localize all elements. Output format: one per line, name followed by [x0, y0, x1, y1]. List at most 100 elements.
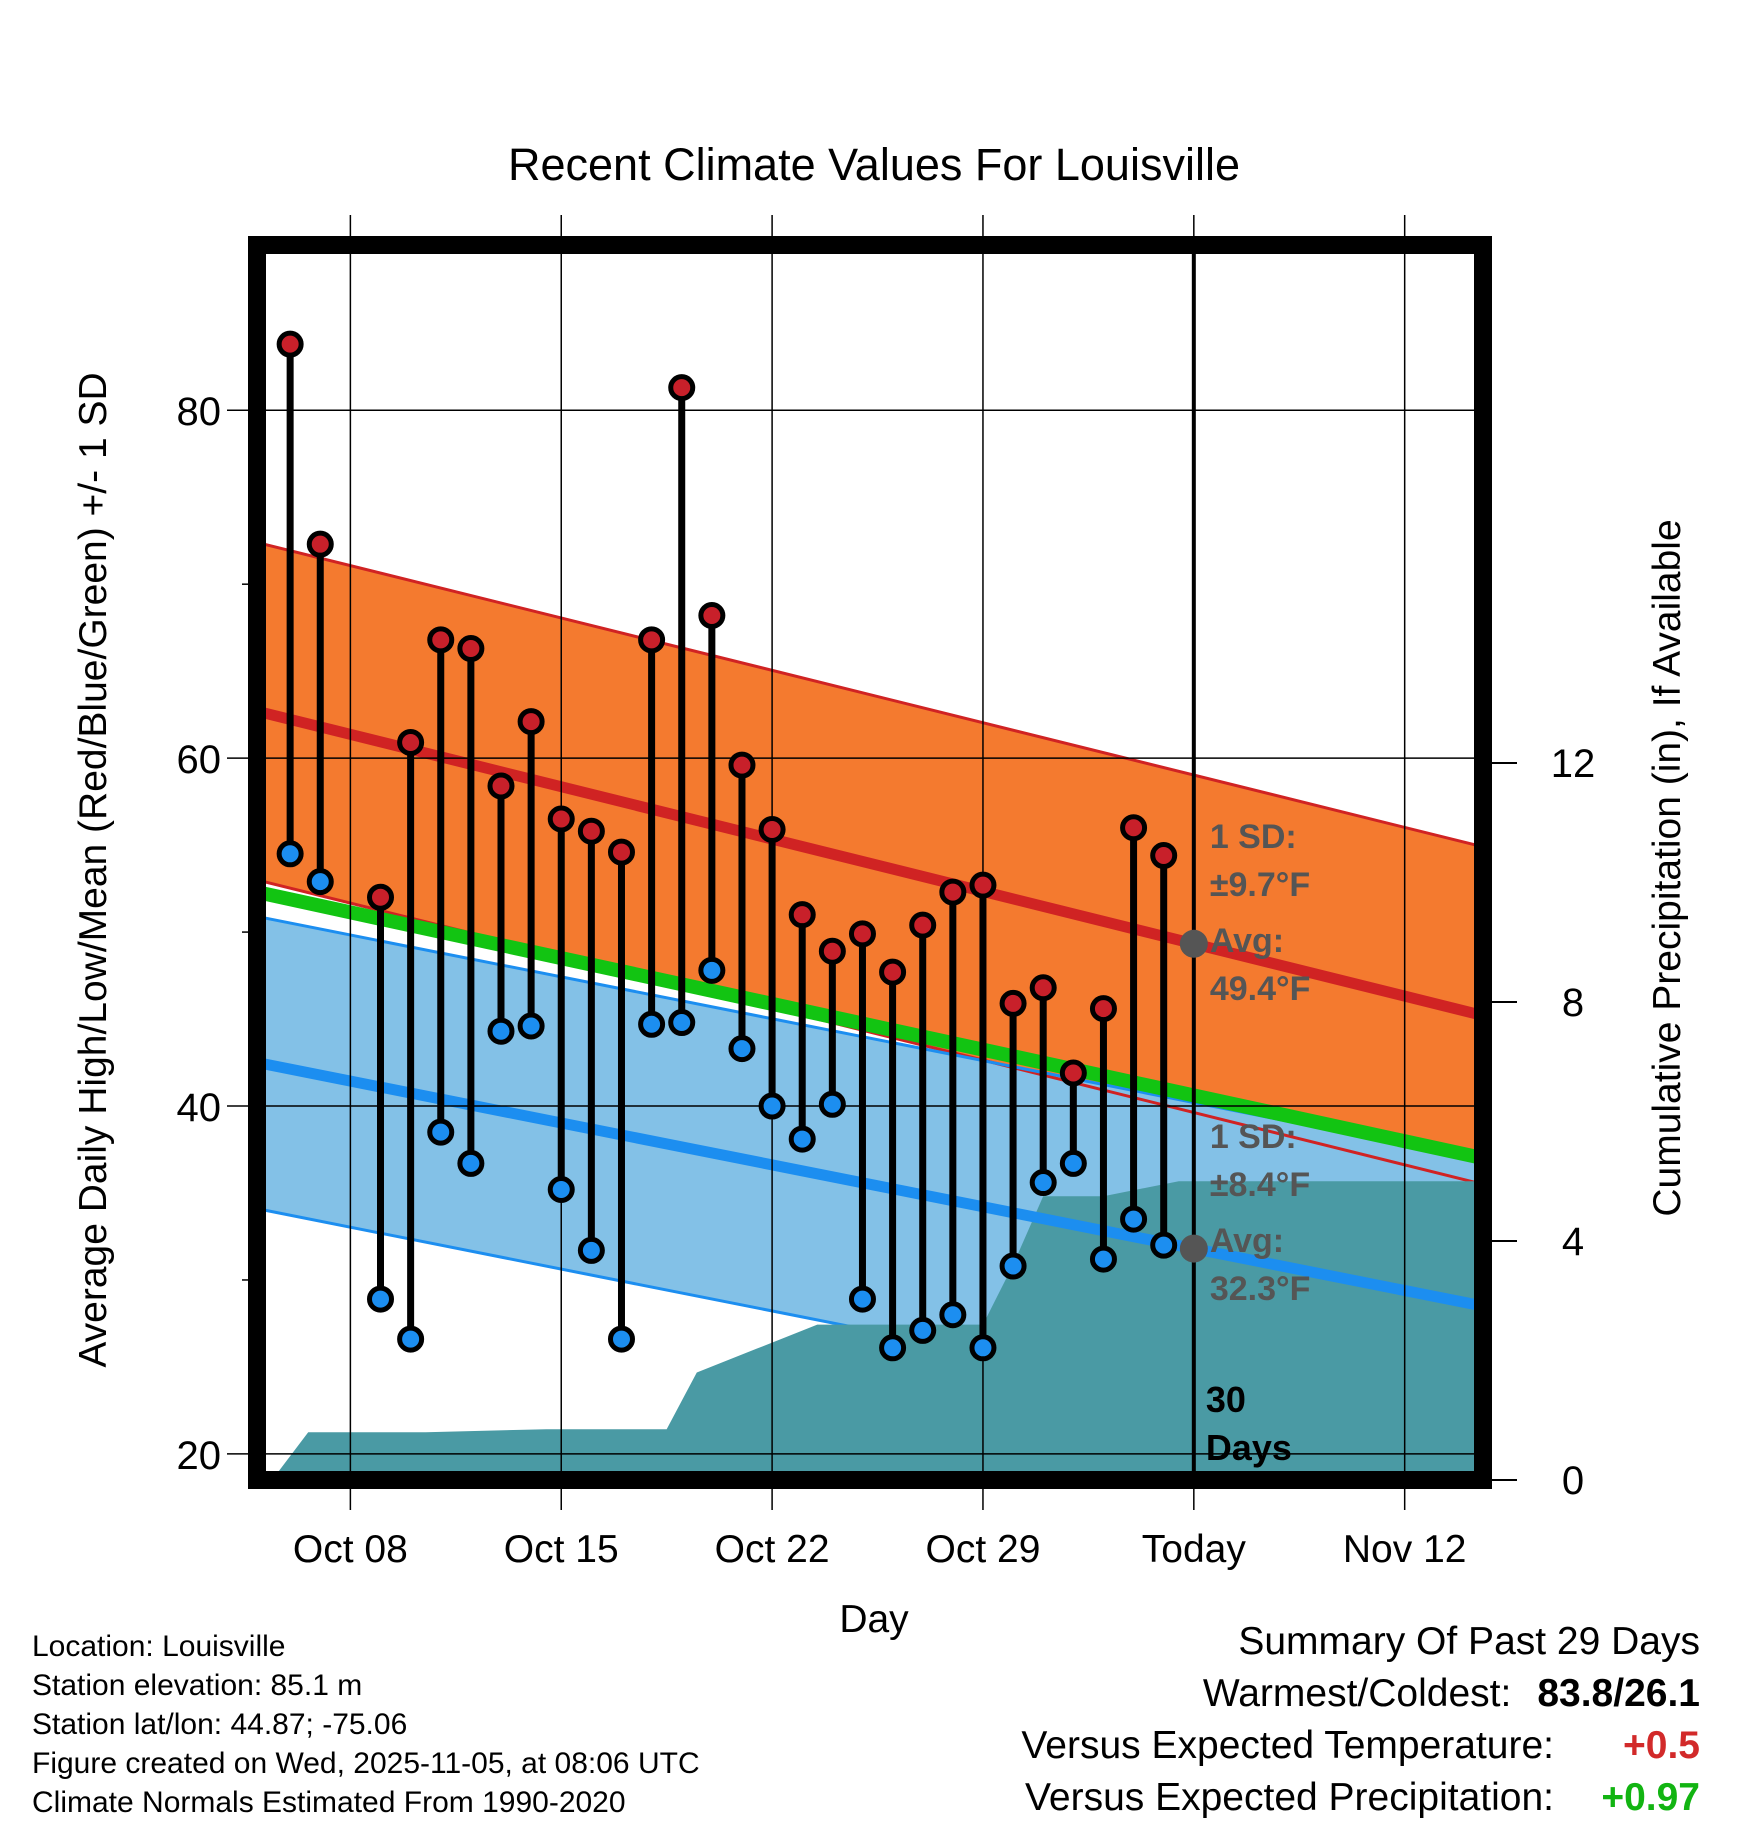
days-number: 30: [1206, 1379, 1246, 1420]
daily-low-point: [607, 1325, 635, 1353]
daily-high-point: [607, 838, 635, 866]
x-tick-label: Oct 15: [504, 1528, 619, 1571]
daily-high-point: [939, 878, 967, 906]
precip-label: Versus Expected Precipitation:: [1025, 1776, 1554, 1819]
low-avg-label: Avg:: [1210, 1222, 1284, 1260]
daily-high-point: [1029, 974, 1057, 1002]
daily-high-point: [457, 635, 485, 663]
daily-high-point: [848, 920, 876, 948]
left-tick-label: 20: [177, 1434, 222, 1478]
daily-high-point: [1150, 842, 1178, 870]
x-tick-label: Today: [1142, 1528, 1247, 1571]
daily-low-point: [939, 1301, 967, 1329]
high-sd-upper-edge: [256, 540, 1484, 849]
daily-high-point: [909, 911, 937, 939]
low-sd-value: ±8.4°F: [1210, 1166, 1310, 1204]
daily-high-point: [276, 330, 304, 358]
precip-value: +0.97: [1601, 1776, 1700, 1819]
elevation-text: Station elevation: 85.1 m: [32, 1669, 363, 1702]
summary-temperature: Versus Expected Temperature: +0.5: [1021, 1724, 1700, 1768]
high-sd-label: 1 SD:: [1210, 818, 1297, 856]
daily-low-point: [758, 1092, 786, 1120]
daily-low-point: [547, 1176, 575, 1204]
daily-high-point: [367, 883, 395, 911]
daily-high-point: [728, 751, 756, 779]
summary-precipitation: Versus Expected Precipitation: +0.97: [1025, 1776, 1700, 1820]
high-avg-value: 49.4°F: [1210, 970, 1311, 1008]
daily-high-point: [427, 626, 455, 654]
right-tick-label: 4: [1562, 1220, 1584, 1264]
daily-high-point: [577, 817, 605, 845]
low-normal-line: [255, 1057, 1485, 1312]
daily-low-point: [788, 1125, 816, 1153]
daily-high-point: [969, 871, 997, 899]
daily-high-point: [999, 989, 1027, 1017]
daily-high-point: [1059, 1059, 1087, 1087]
daily-low-point: [909, 1316, 937, 1344]
daily-low-point: [1150, 1231, 1178, 1259]
high-normal-line: [255, 705, 1485, 1021]
location-text: Location: Louisville: [32, 1630, 286, 1663]
daily-low-point: [698, 956, 726, 984]
low-avg-value: 32.3°F: [1210, 1270, 1311, 1308]
daily-low-point: [638, 1010, 666, 1038]
high-avg-marker: [1179, 929, 1208, 958]
daily-low-point: [427, 1118, 455, 1146]
x-tick-label: Oct 29: [926, 1528, 1041, 1571]
station-info: Location: Louisville Station elevation: …: [32, 1627, 700, 1822]
summary-title: Summary Of Past 29 Days: [1238, 1620, 1700, 1663]
right-tick-label: 12: [1551, 742, 1596, 786]
daily-low-point: [818, 1090, 846, 1118]
daily-high-point: [668, 374, 696, 402]
daily-high-point: [788, 901, 816, 929]
y-axis-label-right: Cumulative Precipitation (in), If Availa…: [1646, 519, 1689, 1216]
temp-value: +0.5: [1623, 1724, 1700, 1767]
daily-high-point: [818, 937, 846, 965]
left-tick-label: 60: [177, 738, 222, 782]
daily-low-point: [1089, 1245, 1117, 1273]
x-tick-label: Oct 08: [293, 1528, 408, 1571]
daily-high-point: [758, 815, 786, 843]
summary-warm-cold: Warmest/Coldest: 83.8/26.1: [1203, 1672, 1700, 1716]
days-label: Days: [1206, 1427, 1292, 1468]
precipitation-area: [272, 1181, 1483, 1480]
x-tick-label: Oct 22: [715, 1528, 830, 1571]
daily-low-point: [276, 840, 304, 868]
daily-high-point: [306, 530, 334, 558]
temp-label: Versus Expected Temperature:: [1021, 1724, 1554, 1767]
daily-low-point: [969, 1334, 997, 1362]
daily-high-point: [1120, 814, 1148, 842]
right-tick-label: 8: [1562, 981, 1584, 1025]
x-tick-label: Nov 12: [1343, 1528, 1467, 1571]
daily-low-point: [728, 1035, 756, 1063]
daily-high-point: [698, 602, 726, 629]
warm-cold-label: Warmest/Coldest:: [1202, 1672, 1512, 1715]
daily-low-point: [848, 1285, 876, 1313]
low-sd-label: 1 SD:: [1210, 1118, 1297, 1156]
daily-low-point: [517, 1012, 545, 1040]
daily-high-point: [517, 708, 545, 736]
normals-text: Climate Normals Estimated From 1990-2020: [32, 1786, 626, 1819]
daily-low-point: [577, 1236, 605, 1264]
daily-high-point: [487, 772, 515, 800]
high-avg-label: Avg:: [1210, 922, 1284, 960]
low-avg-marker: [1179, 1234, 1208, 1263]
daily-high-point: [1089, 995, 1117, 1023]
daily-low-point: [999, 1252, 1027, 1280]
chart-title: Recent Climate Values For Louisville: [508, 139, 1240, 190]
daily-low-point: [1029, 1169, 1057, 1197]
daily-low-point: [1120, 1205, 1148, 1233]
warm-cold-value: 83.8/26.1: [1537, 1672, 1700, 1715]
high-sd-value: ±9.7°F: [1210, 866, 1310, 904]
daily-high-point: [397, 728, 425, 756]
daily-high-point: [879, 958, 907, 986]
daily-low-point: [668, 1009, 696, 1037]
plot-frame: [248, 236, 1492, 1489]
left-tick-label: 80: [177, 390, 222, 434]
daily-low-point: [306, 868, 334, 896]
daily-low-point: [879, 1334, 907, 1362]
daily-high-point: [638, 626, 666, 654]
daily-low-point: [457, 1149, 485, 1177]
daily-low-point: [1059, 1149, 1087, 1177]
